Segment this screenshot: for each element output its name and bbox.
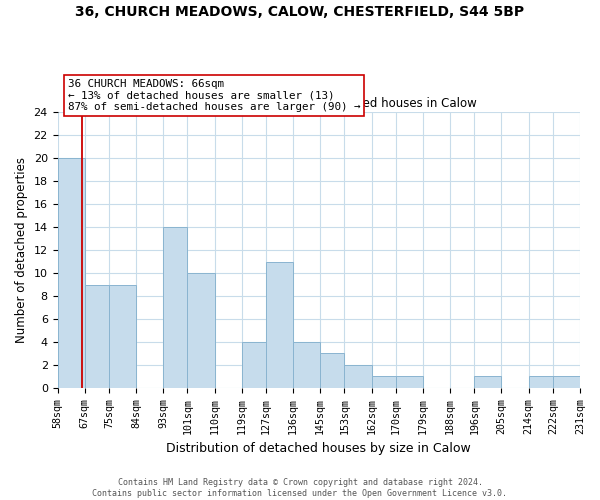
Bar xyxy=(163,227,187,388)
Bar xyxy=(474,376,502,388)
Title: Size of property relative to detached houses in Calow: Size of property relative to detached ho… xyxy=(160,96,477,110)
Bar xyxy=(580,376,600,388)
Bar xyxy=(85,284,109,388)
Bar xyxy=(266,262,293,388)
Bar xyxy=(371,376,396,388)
Y-axis label: Number of detached properties: Number of detached properties xyxy=(15,157,28,343)
Text: 36 CHURCH MEADOWS: 66sqm
← 13% of detached houses are smaller (13)
87% of semi-d: 36 CHURCH MEADOWS: 66sqm ← 13% of detach… xyxy=(68,79,361,112)
Bar xyxy=(58,158,85,388)
Bar xyxy=(320,354,344,388)
Bar xyxy=(187,273,215,388)
Bar xyxy=(344,365,371,388)
Bar xyxy=(242,342,266,388)
Bar xyxy=(529,376,553,388)
X-axis label: Distribution of detached houses by size in Calow: Distribution of detached houses by size … xyxy=(166,442,471,455)
Bar xyxy=(553,376,580,388)
Bar xyxy=(396,376,423,388)
Bar xyxy=(109,284,136,388)
Text: 36, CHURCH MEADOWS, CALOW, CHESTERFIELD, S44 5BP: 36, CHURCH MEADOWS, CALOW, CHESTERFIELD,… xyxy=(76,5,524,19)
Text: Contains HM Land Registry data © Crown copyright and database right 2024.
Contai: Contains HM Land Registry data © Crown c… xyxy=(92,478,508,498)
Bar xyxy=(293,342,320,388)
